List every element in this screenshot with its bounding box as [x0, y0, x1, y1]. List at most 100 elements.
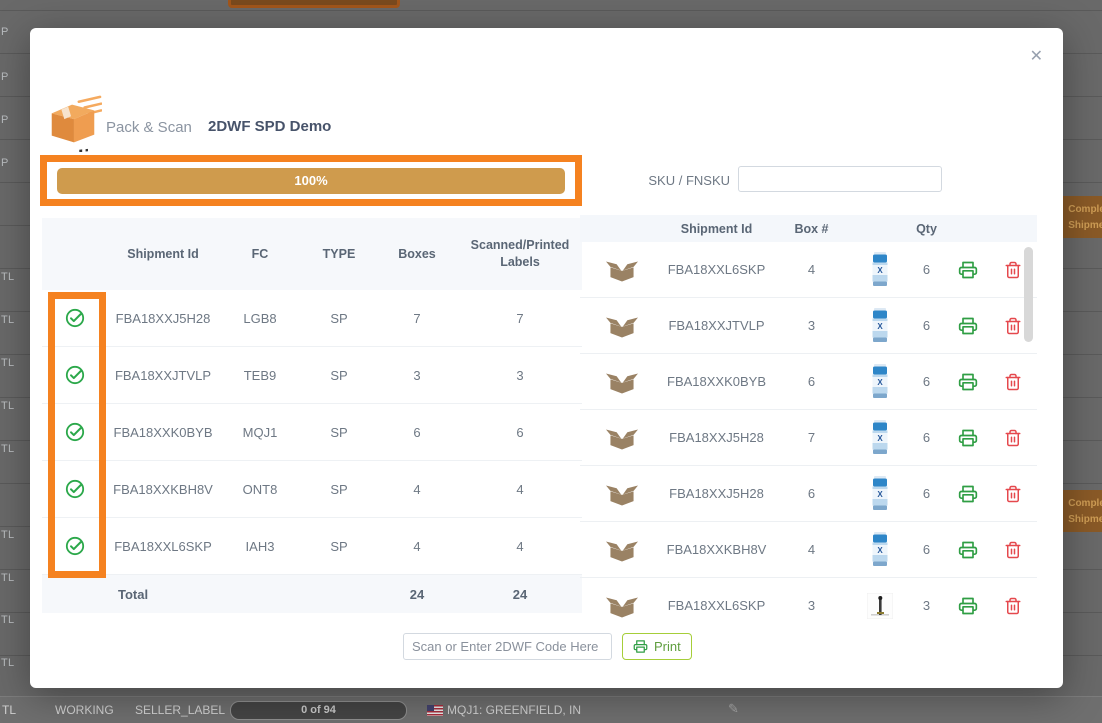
- scanned-boxes-list: FBA18XXL6SKP 4 6 FBA18XXJTVLP 3 6: [580, 242, 1037, 621]
- scrollbar-thumb[interactable]: [1024, 247, 1033, 342]
- type-cell: SP: [330, 367, 348, 383]
- qty-cell: 6: [922, 374, 931, 389]
- open-box-icon: [606, 541, 638, 562]
- pack-and-scan-logo: [51, 95, 102, 152]
- print-box-label-button[interactable]: [956, 594, 980, 618]
- shipment-id-cell: FBA18XXJ5H28: [669, 486, 764, 501]
- shipment-id-cell: FBA18XXKBH8V: [666, 542, 767, 557]
- completed-check-icon: [65, 308, 85, 328]
- print-box-label-button[interactable]: [956, 482, 980, 506]
- completed-check-icon: [65, 479, 85, 499]
- totals-row: Total 24 24: [42, 575, 582, 613]
- boxes-cell: 4: [413, 538, 421, 554]
- blue-bottle-thumbnail: [872, 308, 887, 342]
- fc-cell: TEB9: [243, 367, 277, 383]
- complete-shipment-button: Complete Shipment: [1056, 490, 1102, 532]
- delete-box-button[interactable]: [1002, 259, 1024, 281]
- type-cell: SP: [330, 538, 348, 554]
- qty-cell: 6: [922, 542, 931, 557]
- background-row-label: TL: [1, 400, 15, 412]
- shipment-id-cell: FBA18XXJTVLP: [668, 318, 765, 333]
- delete-box-button[interactable]: [1002, 595, 1024, 617]
- box-number-cell: 4: [807, 542, 816, 557]
- column-header: Scanned/Printed Labels: [470, 238, 570, 269]
- delete-box-button[interactable]: [1002, 483, 1024, 505]
- type-cell: SP: [330, 424, 348, 440]
- type-cell: SP: [330, 310, 348, 326]
- shipment-id-cell: FBA18XXL6SKP: [667, 598, 766, 613]
- shipments-table: Shipment Id FC TYPE Boxes Scanned/Printe…: [42, 218, 582, 613]
- app-brand: Pack & Scan: [106, 119, 192, 136]
- background-bottom-bar: TL WORKING SELLER_LABEL 0 of 94 MQJ1: GR…: [0, 696, 1102, 723]
- qty-cell: 6: [922, 430, 931, 445]
- pack-and-scan-modal: ✕ Pack & Scan 2DWF SPD Demo 100% SKU / F…: [30, 28, 1063, 688]
- completed-check-icon: [65, 365, 85, 385]
- fc-cell: ONT8: [242, 481, 278, 497]
- labels-cell: 4: [516, 481, 524, 497]
- print-box-label-button[interactable]: [956, 426, 980, 450]
- qty-cell: 6: [922, 486, 931, 501]
- table-row: FBA18XXJ5H28 6 6: [580, 466, 1037, 522]
- shipment-id-cell: FBA18XXL6SKP: [667, 262, 766, 277]
- shipment-id-cell: FBA18XXK0BYB: [667, 374, 766, 389]
- background-row-label: P: [1, 26, 9, 38]
- print-box-label-button[interactable]: [956, 370, 980, 394]
- delete-box-button[interactable]: [1002, 371, 1024, 393]
- delete-box-button[interactable]: [1002, 427, 1024, 449]
- blue-bottle-thumbnail: [872, 420, 887, 454]
- sku-fnsku-input[interactable]: [738, 166, 942, 192]
- us-flag-icon: [427, 705, 443, 716]
- boxes-cell: 4: [413, 481, 421, 497]
- shipments-table-header: Shipment Id FC TYPE Boxes Scanned/Printe…: [42, 218, 582, 290]
- background-row-label: TL: [1, 271, 15, 283]
- edit-icon: ✎: [728, 702, 739, 717]
- shipment-id-cell: FBA18XXJ5H28: [669, 430, 764, 445]
- scan-code-input[interactable]: [403, 633, 612, 660]
- close-icon[interactable]: ✕: [1028, 44, 1045, 68]
- delete-box-button[interactable]: [1002, 315, 1024, 337]
- scanned-boxes-panel: Shipment Id Box # Qty FBA18XXL6SKP 4 6: [580, 215, 1037, 621]
- background-row-label: TL: [1, 314, 15, 326]
- box-number-cell: 3: [807, 598, 816, 613]
- table-row: FBA18XXJ5H28 7 6: [580, 410, 1037, 466]
- background-row-label: TL: [1, 443, 15, 455]
- column-header: Box #: [794, 221, 829, 236]
- printer-icon: [633, 640, 648, 653]
- labels-cell: 4: [516, 538, 524, 554]
- boxes-cell: 7: [413, 310, 421, 326]
- column-header: Boxes: [398, 246, 436, 261]
- print-button[interactable]: Print: [622, 633, 692, 660]
- open-box-icon: [606, 429, 638, 450]
- background-row-label: P: [1, 157, 9, 169]
- table-row: FBA18XXKBH8V ONT8 SP 4 4: [42, 461, 582, 518]
- shipment-id-cell: FBA18XXL6SKP: [114, 538, 212, 554]
- shipment-id-cell: FBA18XXKBH8V: [113, 481, 213, 497]
- background-row-label: P: [1, 114, 9, 126]
- table-row: FBA18XXJ5H28 LGB8 SP 7 7: [42, 290, 582, 347]
- box-number-cell: 4: [807, 262, 816, 277]
- blue-bottle-thumbnail: [872, 364, 887, 398]
- completed-check-icon: [65, 422, 85, 442]
- scanned-boxes-header: Shipment Id Box # Qty: [580, 215, 1037, 242]
- column-header: Shipment Id: [127, 246, 199, 261]
- column-header: Shipment Id: [680, 221, 753, 236]
- label-mode-label: SELLER_LABEL: [135, 703, 226, 717]
- column-header: FC: [251, 246, 269, 261]
- print-box-label-button[interactable]: [956, 314, 980, 338]
- background-row-label: TL: [1, 572, 15, 584]
- shipment-id-cell: FBA18XXJTVLP: [114, 367, 212, 383]
- total-label: Total: [118, 586, 149, 602]
- column-header: TYPE: [322, 246, 356, 261]
- box-number-cell: 3: [807, 318, 816, 333]
- fc-cell: IAH3: [245, 538, 275, 554]
- print-box-label-button[interactable]: [956, 258, 980, 282]
- open-box-icon: [606, 373, 638, 394]
- table-row: FBA18XXJTVLP TEB9 SP 3 3: [42, 347, 582, 404]
- delete-box-button[interactable]: [1002, 539, 1024, 561]
- background-row-label: P: [1, 71, 9, 83]
- open-box-icon: [606, 261, 638, 282]
- warehouse-location-label: MQJ1: GREENFIELD, IN: [447, 703, 582, 717]
- qty-cell: 3: [922, 598, 931, 613]
- print-box-label-button[interactable]: [956, 538, 980, 562]
